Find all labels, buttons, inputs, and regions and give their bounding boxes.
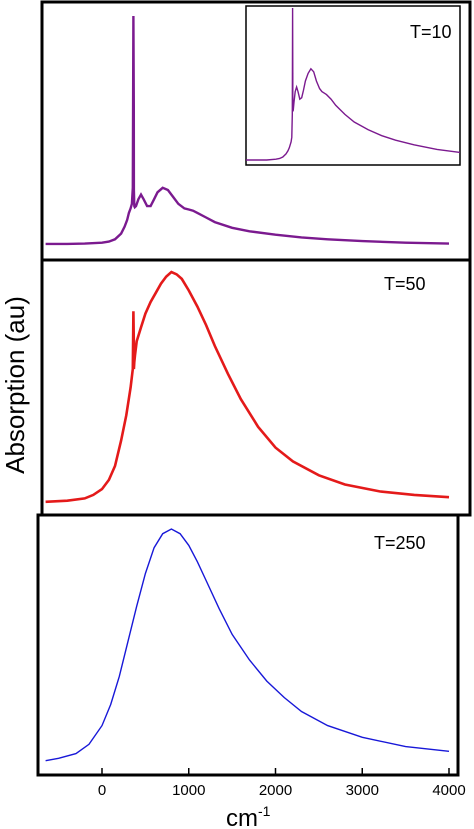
x-tick-label: 4000	[432, 782, 465, 799]
panel-t50-frame	[40, 258, 472, 517]
inset-series-line	[246, 7, 461, 161]
x-axis-label: cm-1	[226, 803, 271, 829]
y-axis-label: Absorption (au)	[0, 296, 30, 474]
inset-frame	[245, 5, 461, 166]
x-tick-label: 3000	[346, 782, 379, 799]
series-line-t50	[45, 270, 450, 504]
panel-t250-frame	[36, 513, 460, 777]
x-axis-ticks: 0 1000 2000 3000 4000	[98, 768, 466, 799]
x-tick-label: 0	[98, 782, 106, 799]
panel-t10: T=10	[40, 0, 472, 262]
panel-t50-label: T=50	[384, 274, 426, 294]
series-line-t10	[45, 15, 450, 246]
series-line-t250	[45, 528, 450, 762]
panel-t250: T=250 0 1000 2000 3000 4000 cm-1	[36, 513, 466, 829]
panel-t250-label: T=250	[374, 533, 426, 553]
x-tick-label: 1000	[172, 782, 205, 799]
panel-t50: T=50	[40, 258, 472, 517]
x-tick-label: 2000	[259, 782, 292, 799]
panel-t10-label: T=10	[410, 22, 452, 42]
